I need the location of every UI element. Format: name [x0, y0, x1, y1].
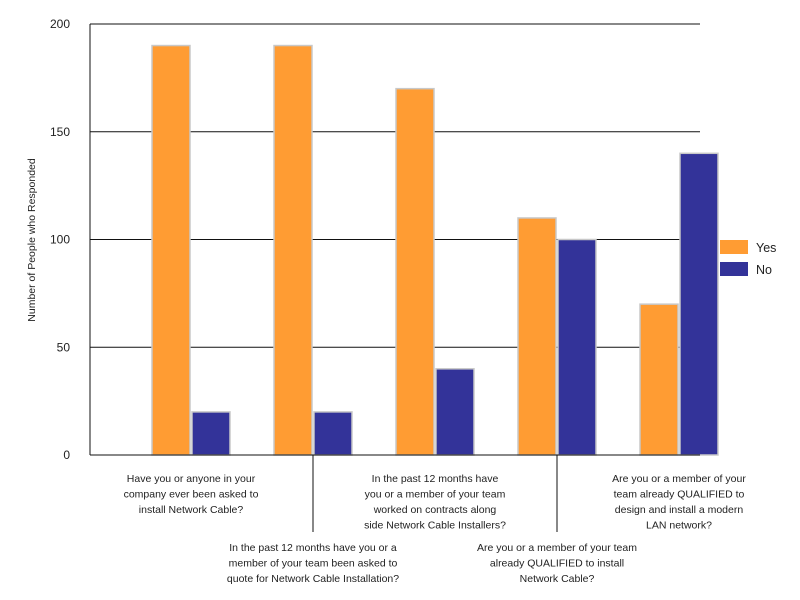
category-label-line: Are you or a member of your — [612, 473, 746, 485]
category-label-line: member of your team been asked to — [229, 558, 398, 570]
bar-yes-5 — [639, 303, 679, 456]
category-label-3: In the past 12 months have you or a membe… — [364, 473, 506, 532]
legend: Yes No — [720, 240, 776, 277]
category-label-line: quote for Network Cable Installation? — [227, 573, 399, 585]
category-label-4: Are you or a member of your team already … — [477, 542, 637, 585]
y-tick-label: 0 — [63, 448, 70, 462]
category-label-line: design and install a modern — [615, 504, 744, 516]
y-tick-label: 100 — [50, 233, 70, 247]
bar-yes-3 — [395, 87, 435, 456]
y-axis-label: Number of People who Responded — [26, 158, 38, 322]
legend-label-no: No — [756, 263, 772, 277]
category-label-line: In the past 12 months have — [372, 473, 499, 485]
category-label-line: worked on contracts along — [373, 504, 497, 516]
legend-swatch-no — [720, 262, 748, 276]
category-label-line: LAN network? — [646, 520, 712, 532]
category-label-line: already QUALIFIED to install — [490, 558, 624, 570]
y-tick-label: 200 — [50, 17, 70, 31]
bar-yes-2 — [273, 44, 313, 456]
bar-no-4 — [557, 238, 597, 456]
category-label-line: you or a member of your team — [365, 489, 506, 501]
bar-no-5 — [679, 152, 719, 456]
bars — [151, 44, 719, 456]
y-tick-label: 150 — [50, 125, 70, 139]
category-label-line: install Network Cable? — [139, 504, 244, 516]
category-label-line: Are you or a member of your team — [477, 542, 637, 554]
category-labels: Have you or anyone in your company ever b… — [124, 455, 746, 585]
gridlines — [90, 23, 700, 348]
bar-yes-1 — [151, 44, 191, 456]
category-label-line: team already QUALIFIED to — [614, 489, 745, 501]
bar-no-2 — [313, 411, 353, 456]
axes — [89, 24, 700, 456]
category-label-2: In the past 12 months have you or a membe… — [227, 542, 399, 585]
bar-no-1 — [191, 411, 231, 456]
category-label-1: Have you or anyone in your company ever b… — [124, 473, 259, 516]
category-label-line: side Network Cable Installers? — [364, 520, 506, 532]
y-tick-labels: 0 50 100 150 200 — [50, 17, 70, 462]
legend-label-yes: Yes — [756, 241, 776, 255]
bar-no-3 — [435, 368, 475, 456]
category-label-line: Network Cable? — [520, 573, 595, 585]
y-tick-label: 50 — [57, 340, 71, 354]
category-label-line: In the past 12 months have you or a — [229, 542, 397, 554]
category-label-line: company ever been asked to — [124, 489, 259, 501]
category-label-5: Are you or a member of your team already … — [612, 473, 746, 532]
legend-swatch-yes — [720, 240, 748, 254]
category-label-line: Have you or anyone in your — [127, 473, 256, 485]
bar-yes-4 — [517, 217, 557, 456]
